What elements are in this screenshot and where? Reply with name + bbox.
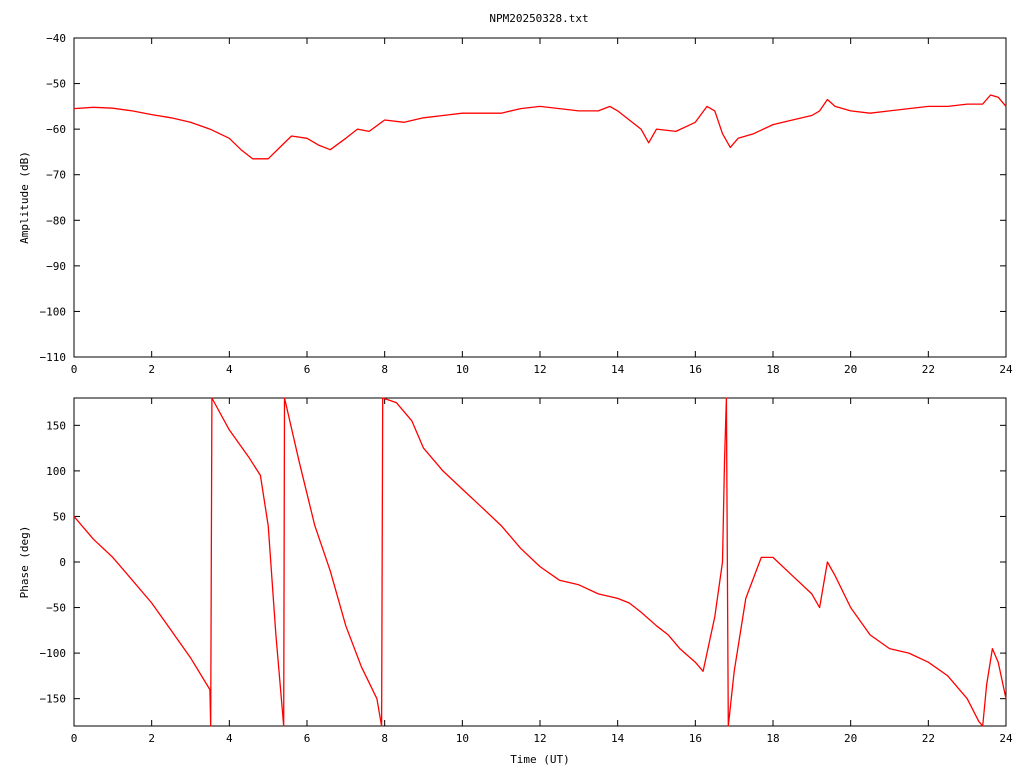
phase-x-tick-label: 24 <box>999 732 1013 745</box>
phase-x-tick-label: 12 <box>533 732 546 745</box>
phase-y-axis-label: Phase (deg) <box>18 526 31 599</box>
amplitude-x-tick-label: 14 <box>611 363 625 376</box>
amplitude-y-axis-label: Amplitude (dB) <box>18 151 31 244</box>
phase-y-tick-label: 150 <box>46 419 66 432</box>
phase-x-axis-label: Time (UT) <box>510 753 570 766</box>
phase-x-tick-label: 16 <box>689 732 702 745</box>
phase-x-tick-label: 18 <box>766 732 779 745</box>
amplitude-plot-frame <box>73 37 1007 358</box>
amplitude-x-tick-label: 2 <box>148 363 155 376</box>
amplitude-x-tick-label: 22 <box>922 363 935 376</box>
amplitude-y-tick-label: −70 <box>46 169 66 182</box>
phase-x-tick-label: 6 <box>304 732 311 745</box>
chart-title: NPM20250328.txt <box>489 12 588 25</box>
amplitude-x-tick-label: 18 <box>766 363 779 376</box>
phase-y-tick-label: 100 <box>46 465 66 478</box>
amplitude-y-tick-label: −80 <box>46 214 66 227</box>
phase-x-tick-label: 4 <box>226 732 233 745</box>
amplitude-x-tick-label: 24 <box>999 363 1013 376</box>
phase-y-tick-label: −100 <box>40 647 67 660</box>
phase-panel: 0 2 4 6 8 10 12 14 16 18 20 22 24−150−100−5005010015… <box>18 397 1013 766</box>
amplitude-x-tick-label: 8 <box>381 363 388 376</box>
amplitude-x-tick-label: 0 <box>71 363 78 376</box>
phase-y-tick-label: 0 <box>59 556 66 569</box>
phase-y-tick-label: −150 <box>40 693 67 706</box>
amplitude-y-tick-label: −60 <box>46 123 66 136</box>
amplitude-x-tick-label: 6 <box>304 363 311 376</box>
phase-x-tick-label: 8 <box>381 732 388 745</box>
amplitude-y-tick-label: −40 <box>46 32 66 45</box>
amplitude-y-tick-label: −100 <box>40 305 67 318</box>
amplitude-y-tick-label: −110 <box>40 351 67 364</box>
amplitude-x-tick-label: 10 <box>456 363 469 376</box>
amplitude-y-tick-label: −50 <box>46 78 66 91</box>
phase-series-line <box>73 397 1007 727</box>
phase-x-tick-label: 14 <box>611 732 625 745</box>
phase-plot-frame <box>73 397 1007 727</box>
amplitude-x-tick-label: 20 <box>844 363 857 376</box>
amplitude-y-tick-label: −90 <box>46 260 66 273</box>
phase-x-tick-label: 22 <box>922 732 935 745</box>
amplitude-x-tick-label: 12 <box>533 363 546 376</box>
phase-x-tick-label: 0 <box>71 732 78 745</box>
phase-x-tick-label: 20 <box>844 732 857 745</box>
phase-x-tick-label: 10 <box>456 732 469 745</box>
amplitude-x-tick-label: 16 <box>689 363 702 376</box>
phase-x-tick-label: 2 <box>148 732 155 745</box>
phase-y-tick-label: −50 <box>46 602 66 615</box>
amplitude-series-line <box>73 94 1007 160</box>
amplitude-x-tick-label: 4 <box>226 363 233 376</box>
phase-y-tick-label: 50 <box>53 510 66 523</box>
amplitude-panel: 0 2 4 6 8 10 12 14 16 18 20 22 24−110−100−90−80−70−6… <box>18 32 1013 376</box>
